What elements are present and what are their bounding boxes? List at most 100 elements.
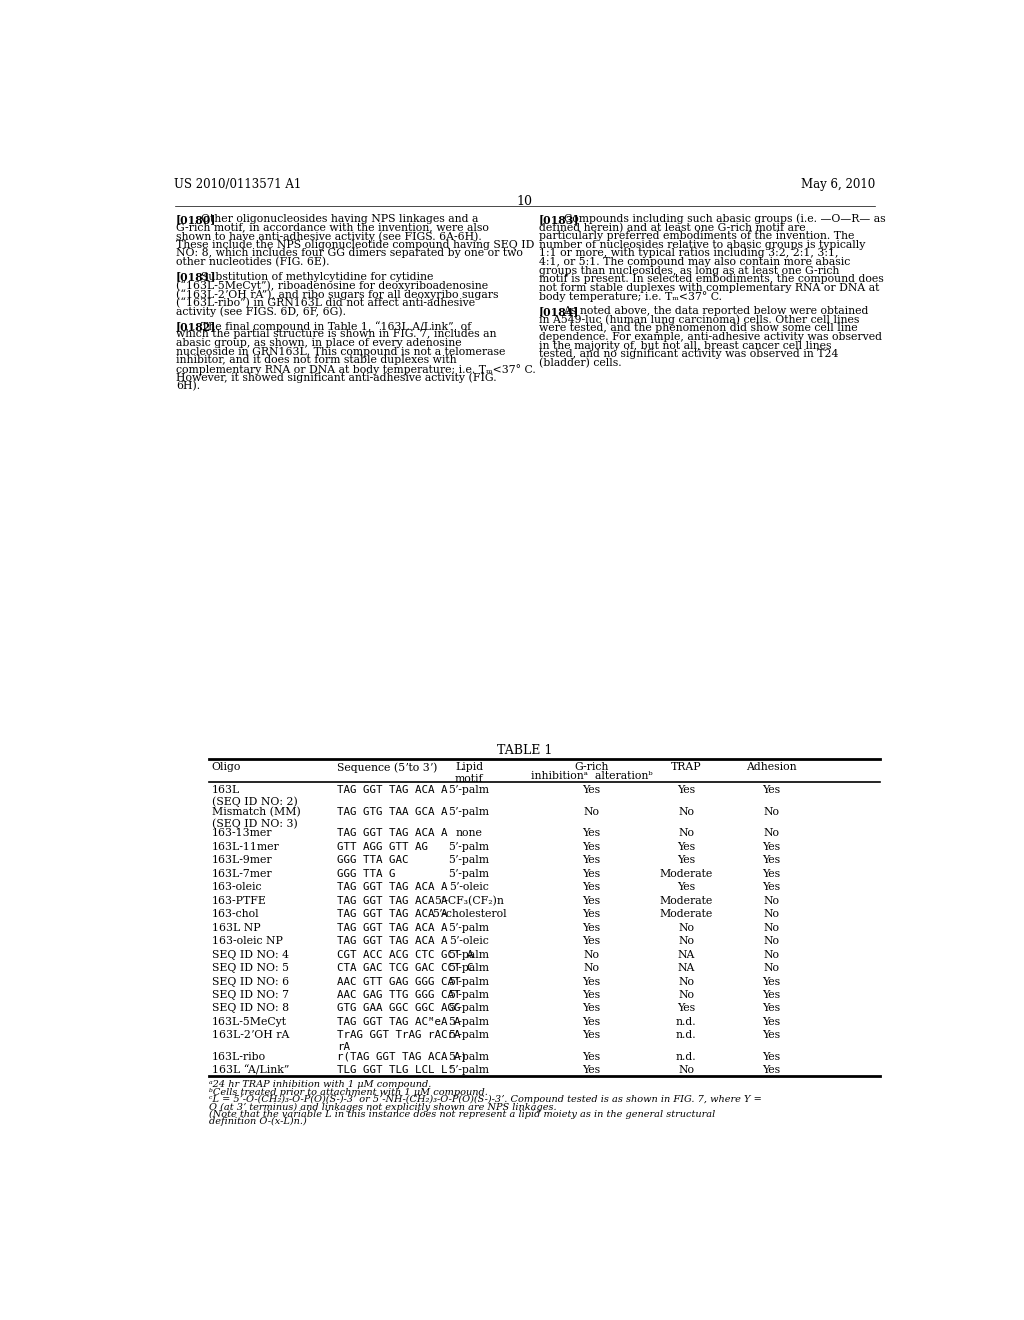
Text: (bladder) cells.: (bladder) cells. (539, 358, 622, 368)
Text: No: No (678, 829, 694, 838)
Text: Yes: Yes (583, 842, 600, 851)
Text: inhibitionᵃ  alterationᵇ: inhibitionᵃ alterationᵇ (530, 771, 652, 780)
Text: O (at 3ʼ terminus) and linkages not explicitly shown are NPS linkages.: O (at 3ʼ terminus) and linkages not expl… (209, 1102, 557, 1111)
Text: Yes: Yes (762, 869, 780, 879)
Text: which the partial structure is shown in FIG. 7, includes an: which the partial structure is shown in … (176, 330, 497, 339)
Text: Yes: Yes (583, 936, 600, 946)
Text: SEQ ID NO: 5: SEQ ID NO: 5 (212, 964, 289, 973)
Text: Yes: Yes (762, 1065, 780, 1076)
Text: Yes: Yes (583, 909, 600, 919)
Text: Other oligonucleosides having NPS linkages and a: Other oligonucleosides having NPS linkag… (201, 214, 478, 224)
Text: As noted above, the data reported below were obtained: As noted above, the data reported below … (563, 306, 869, 315)
Text: 5ʼ-CF₃(CF₂)n: 5ʼ-CF₃(CF₂)n (434, 896, 504, 906)
Text: TAG GGT TAG ACA A: TAG GGT TAG ACA A (337, 785, 447, 795)
Text: 163L-5MeCyt: 163L-5MeCyt (212, 1016, 287, 1027)
Text: TLG GGT TLG LCL Lᶜ: TLG GGT TLG LCL Lᶜ (337, 1065, 455, 1076)
Text: 163L “A/Link”: 163L “A/Link” (212, 1065, 289, 1076)
Text: GGG TTA G: GGG TTA G (337, 869, 395, 879)
Text: Yes: Yes (762, 990, 780, 1001)
Text: n.d.: n.d. (676, 1016, 696, 1027)
Text: Lipid
motif: Lipid motif (455, 762, 483, 784)
Text: other nucleotides (FIG. 6E).: other nucleotides (FIG. 6E). (176, 257, 330, 267)
Text: However, it showed significant anti-adhesive activity (FIG.: However, it showed significant anti-adhe… (176, 372, 497, 383)
Text: 5ʼ-palm: 5ʼ-palm (449, 869, 489, 879)
Text: SEQ ID NO: 7: SEQ ID NO: 7 (212, 990, 289, 1001)
Text: [0180]: [0180] (176, 214, 216, 224)
Text: [0182]: [0182] (176, 321, 216, 331)
Text: Yes: Yes (583, 869, 600, 879)
Text: (“163L-2ʼOH rA”), and ribo sugars for all deoxyribo sugars: (“163L-2ʼOH rA”), and ribo sugars for al… (176, 289, 499, 300)
Text: tested, and no significant activity was observed in T24: tested, and no significant activity was … (539, 350, 838, 359)
Text: TrAG GGT TrAG rACrA
rA: TrAG GGT TrAG rACrA rA (337, 1031, 461, 1052)
Text: NA: NA (677, 949, 694, 960)
Text: Yes: Yes (762, 977, 780, 986)
Text: Yes: Yes (762, 1031, 780, 1040)
Text: ᵃ24 hr TRAP inhibition with 1 μM compound.: ᵃ24 hr TRAP inhibition with 1 μM compoun… (209, 1081, 432, 1089)
Text: Mismatch (MM)
(SEQ ID NO: 3): Mismatch (MM) (SEQ ID NO: 3) (212, 807, 300, 829)
Text: TAG GTG TAA GCA A: TAG GTG TAA GCA A (337, 807, 447, 817)
Text: Moderate: Moderate (659, 896, 713, 906)
Text: Moderate: Moderate (659, 909, 713, 919)
Text: shown to have anti-adhesive activity (see FIGS. 6A-6H).: shown to have anti-adhesive activity (se… (176, 231, 482, 242)
Text: CTA GAC TCG GAC CCT C: CTA GAC TCG GAC CCT C (337, 964, 474, 973)
Text: Yes: Yes (762, 1003, 780, 1014)
Text: in the majority of, but not all, breast cancer cell lines: in the majority of, but not all, breast … (539, 341, 831, 351)
Text: 163L-9mer: 163L-9mer (212, 855, 272, 865)
Text: Yes: Yes (583, 1031, 600, 1040)
Text: 5ʼ-palm: 5ʼ-palm (449, 977, 489, 986)
Text: groups than nucleosides, as long as at least one G-rich: groups than nucleosides, as long as at l… (539, 265, 839, 276)
Text: Yes: Yes (583, 829, 600, 838)
Text: 5ʼ-palm: 5ʼ-palm (449, 842, 489, 851)
Text: 5ʼ-palm: 5ʼ-palm (449, 1052, 489, 1063)
Text: 5ʼ-oleic: 5ʼ-oleic (450, 936, 488, 946)
Text: NA: NA (677, 964, 694, 973)
Text: motif is present. In selected embodiments, the compound does: motif is present. In selected embodiment… (539, 275, 884, 284)
Text: 5ʼ-palm: 5ʼ-palm (449, 949, 489, 960)
Text: No: No (678, 807, 694, 817)
Text: Yes: Yes (677, 785, 695, 795)
Text: Yes: Yes (762, 842, 780, 851)
Text: Sequence (5ʼto 3ʼ): Sequence (5ʼto 3ʼ) (337, 762, 437, 772)
Text: nucleoside in GRN163L. This compound is not a telomerase: nucleoside in GRN163L. This compound is … (176, 347, 506, 356)
Text: inhibitor, and it does not form stable duplexes with: inhibitor, and it does not form stable d… (176, 355, 457, 366)
Text: Yes: Yes (583, 1065, 600, 1076)
Text: r(TAG GGT TAG ACA A): r(TAG GGT TAG ACA A) (337, 1052, 467, 1063)
Text: G-rich: G-rich (574, 762, 608, 772)
Text: 5ʼ-palm: 5ʼ-palm (449, 964, 489, 973)
Text: 163L-7mer: 163L-7mer (212, 869, 272, 879)
Text: 5ʼ-palm: 5ʼ-palm (449, 1003, 489, 1014)
Text: GTG GAA GGC GGC AGG: GTG GAA GGC GGC AGG (337, 1003, 461, 1014)
Text: Substitution of methylcytidine for cytidine: Substitution of methylcytidine for cytid… (201, 272, 433, 281)
Text: ᵇCells treated prior to attachment with 1 μM compound.: ᵇCells treated prior to attachment with … (209, 1088, 488, 1097)
Text: G-rich motif, in accordance with the invention, were also: G-rich motif, in accordance with the inv… (176, 223, 488, 232)
Text: 5ʼ-cholesterol: 5ʼ-cholesterol (432, 909, 506, 919)
Text: n.d.: n.d. (676, 1052, 696, 1063)
Text: Yes: Yes (583, 923, 600, 933)
Text: Yes: Yes (762, 785, 780, 795)
Text: TAG GGT TAG ACA A: TAG GGT TAG ACA A (337, 896, 447, 906)
Text: 5ʼ-palm: 5ʼ-palm (449, 855, 489, 865)
Text: defined herein) and at least one G-rich motif are: defined herein) and at least one G-rich … (539, 223, 805, 232)
Text: Yes: Yes (583, 855, 600, 865)
Text: SEQ ID NO: 4: SEQ ID NO: 4 (212, 949, 289, 960)
Text: Yes: Yes (762, 1016, 780, 1027)
Text: No: No (763, 923, 779, 933)
Text: Yes: Yes (583, 1003, 600, 1014)
Text: 6H).: 6H). (176, 381, 200, 392)
Text: (“163L-5MeCyt”), riboadenosine for deoxyriboadenosine: (“163L-5MeCyt”), riboadenosine for deoxy… (176, 280, 488, 290)
Text: Yes: Yes (583, 1016, 600, 1027)
Text: No: No (584, 807, 599, 817)
Text: 5ʼ-palm: 5ʼ-palm (449, 923, 489, 933)
Text: [0183]: [0183] (539, 214, 580, 224)
Text: No: No (584, 949, 599, 960)
Text: No: No (763, 964, 779, 973)
Text: AAC GTT GAG GGG CAT: AAC GTT GAG GGG CAT (337, 977, 461, 986)
Text: US 2010/0113571 A1: US 2010/0113571 A1 (174, 178, 302, 190)
Text: CGT ACC ACG CTC GCT A: CGT ACC ACG CTC GCT A (337, 949, 474, 960)
Text: No: No (763, 896, 779, 906)
Text: 163-chol: 163-chol (212, 909, 259, 919)
Text: 163L NP: 163L NP (212, 923, 260, 933)
Text: in A549-luc (human lung carcinoma) cells. Other cell lines: in A549-luc (human lung carcinoma) cells… (539, 314, 859, 325)
Text: Adhesion: Adhesion (745, 762, 797, 772)
Text: GTT AGG GTT AG: GTT AGG GTT AG (337, 842, 428, 851)
